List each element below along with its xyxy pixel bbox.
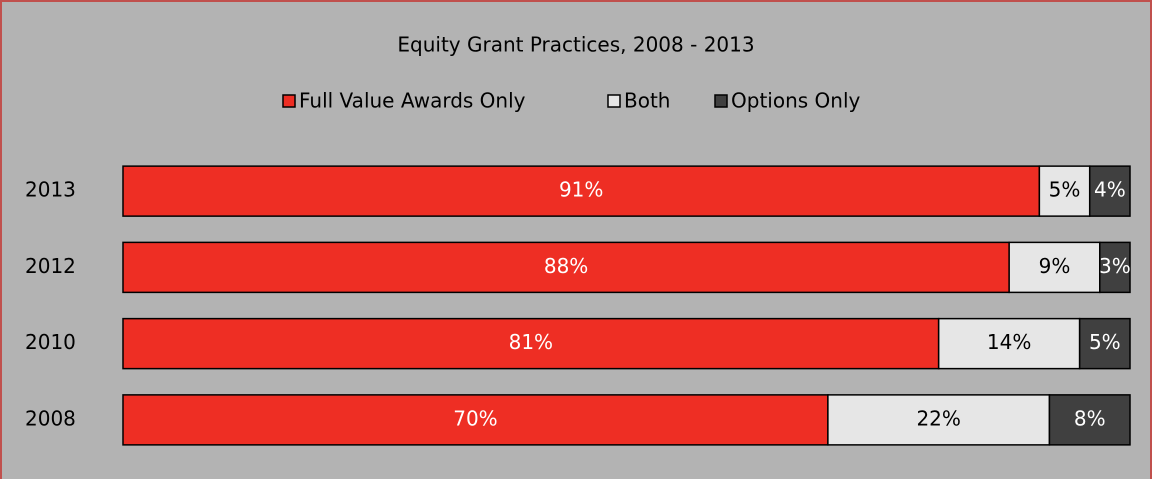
bar-segment <box>827 394 1051 446</box>
bar-segment <box>1088 165 1131 217</box>
legend-label: Both <box>624 89 670 113</box>
chart-title: Equity Grant Practices, 2008 - 2013 <box>397 33 754 57</box>
data-label: 4% <box>1094 178 1126 202</box>
y-tick-label: 2008 <box>25 406 76 430</box>
bar-segment <box>1048 394 1131 446</box>
data-label: 8% <box>1074 406 1106 430</box>
data-label: 14% <box>987 330 1031 354</box>
data-label: 22% <box>916 406 960 430</box>
data-label: 9% <box>1039 254 1071 278</box>
legend-label: Full Value Awards Only <box>299 89 526 113</box>
legend-swatch <box>607 94 621 108</box>
data-label: 70% <box>453 406 497 430</box>
y-tick-label: 2010 <box>25 330 76 354</box>
data-label: 5% <box>1089 330 1121 354</box>
legend-label: Options Only <box>731 89 861 113</box>
data-label: 3% <box>1099 254 1131 278</box>
data-label: 5% <box>1049 178 1081 202</box>
legend-swatch <box>714 94 728 108</box>
bar-segment <box>122 241 1010 294</box>
bar-segment <box>122 394 829 446</box>
y-tick-label: 2012 <box>25 254 76 278</box>
bar-segment <box>122 165 1041 217</box>
data-label: 91% <box>559 178 603 202</box>
bar-segment <box>1038 165 1091 217</box>
y-tick-label: 2013 <box>25 178 76 202</box>
data-label: 88% <box>544 254 588 278</box>
data-label: 81% <box>509 330 553 354</box>
legend-swatch <box>282 94 296 108</box>
bar-segment <box>1099 241 1131 294</box>
bar-segment <box>1078 317 1131 370</box>
